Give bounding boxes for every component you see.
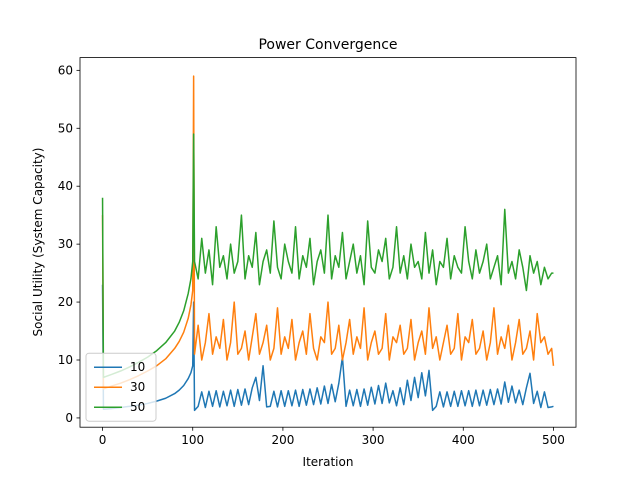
- plot-frame: [79, 57, 577, 428]
- x-axis-label: Iteration: [303, 455, 354, 469]
- y-tick-label: 60: [58, 63, 73, 77]
- legend-label: 10: [130, 360, 145, 374]
- series-line: [101, 133, 554, 379]
- y-tick-label: 40: [58, 179, 73, 193]
- x-tick-label: 100: [181, 433, 204, 447]
- x-tick-label: 200: [271, 433, 294, 447]
- chart-title: Power Convergence: [258, 37, 397, 53]
- y-tick-label: 50: [58, 121, 73, 135]
- legend-label: 50: [130, 400, 145, 414]
- x-tick-label: 0: [99, 433, 107, 447]
- series-line: [101, 75, 555, 390]
- y-tick-label: 20: [58, 295, 73, 309]
- x-tick-label: 400: [452, 433, 475, 447]
- y-axis-label: Social Utility (System Capacity): [31, 148, 45, 337]
- y-tick-label: 0: [65, 411, 73, 425]
- x-tick-label: 500: [542, 433, 565, 447]
- x-tick-label: 300: [362, 433, 385, 447]
- series-line: [101, 284, 554, 412]
- legend-label: 30: [130, 380, 145, 394]
- y-tick-label: 10: [58, 353, 73, 367]
- y-tick-label: 30: [58, 237, 73, 251]
